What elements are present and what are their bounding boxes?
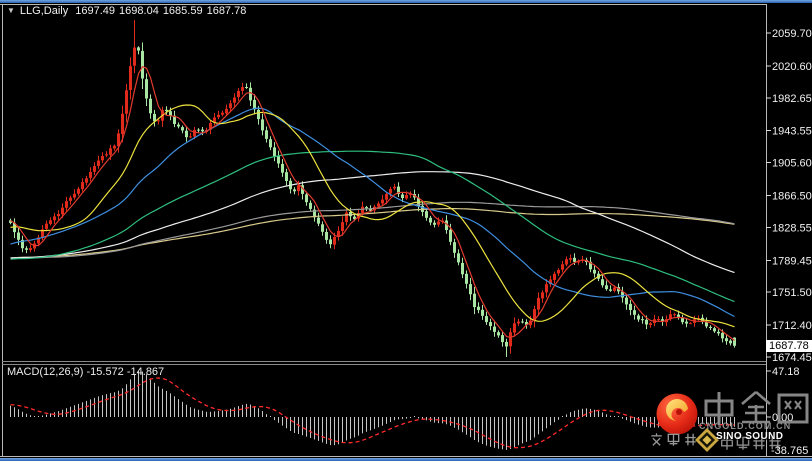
ma-red-line — [10, 65, 735, 341]
ma-blue-line — [10, 107, 735, 318]
axis-tick-label: 1905.60 — [772, 158, 812, 170]
candles — [9, 20, 736, 357]
axis-tick-label: 2059.70 — [772, 28, 812, 40]
triangle-down-icon[interactable]: ▼ — [7, 6, 15, 15]
axis-tick-label: 1789.45 — [772, 255, 812, 267]
macd-signal-line — [10, 377, 735, 449]
axis-tick-label: 1674.45 — [772, 352, 812, 364]
axis-tick-label: 1712.40 — [772, 320, 812, 332]
window-border-top — [0, 0, 812, 3]
axis-tick-label: 1828.55 — [772, 222, 812, 234]
macd-histogram — [10, 371, 735, 450]
axis-tick-label: 1943.55 — [772, 126, 812, 138]
macd-signal-value: -14.867 — [126, 366, 165, 378]
axis-tick-label: 2020.60 — [772, 61, 812, 73]
axis-tick-label: 1866.50 — [772, 190, 812, 202]
low-value: 1685.59 — [162, 5, 203, 17]
ma-white-line — [10, 171, 735, 274]
ma-silver-line — [10, 201, 735, 259]
open-value: 1697.49 — [75, 5, 116, 17]
macd-min-scale-label: -38.765 — [771, 445, 809, 457]
ma-green-line — [10, 150, 735, 303]
ohlc-header: ▼ LLG,Daily 1697.49 1698.04 1685.59 1687.78 — [7, 5, 250, 17]
macd-indicator-label: MACD(12,26,9) -15.572 -14.867 — [7, 366, 165, 378]
high-value: 1698.04 — [119, 5, 159, 17]
ma-yellow-line — [10, 104, 735, 328]
axis-tick-label: 47.18 — [772, 366, 800, 378]
current-price-tag: 1687.78 — [766, 340, 812, 352]
axis-tick-label: 1982.65 — [772, 93, 812, 105]
macd-current-value: -15.572 — [86, 366, 124, 378]
axis-tick-label: 0.00 — [772, 412, 793, 424]
axis-tick-label: 1751.50 — [772, 287, 812, 299]
close-value: 1687.78 — [206, 5, 247, 17]
symbol-period-label: LLG,Daily — [19, 5, 69, 17]
window-border-bottom — [0, 458, 812, 461]
